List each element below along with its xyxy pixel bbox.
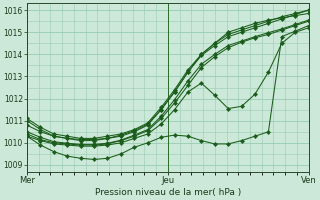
X-axis label: Pression niveau de la mer( hPa ): Pression niveau de la mer( hPa ) [95, 188, 241, 197]
